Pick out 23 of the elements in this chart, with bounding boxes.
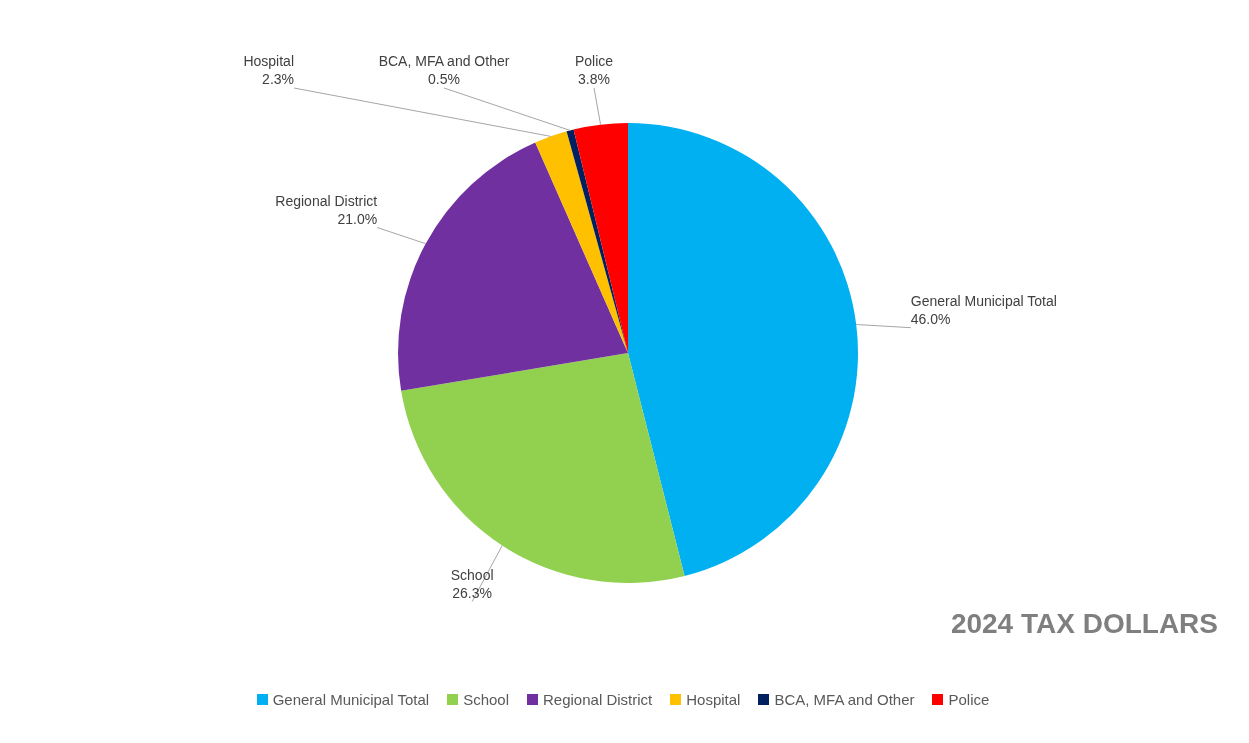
slice-label: General Municipal Total bbox=[910, 292, 1057, 309]
data-label: 3.8% bbox=[578, 71, 610, 87]
pie-slice bbox=[398, 142, 628, 391]
pie-slice bbox=[535, 131, 628, 353]
legend-label: School bbox=[463, 691, 509, 708]
legend-label: Regional District bbox=[543, 691, 653, 708]
legend-label: Police bbox=[948, 691, 990, 708]
legend-label: General Municipal Total bbox=[272, 691, 430, 708]
slice-label: Police bbox=[574, 53, 614, 69]
legend-label: Hospital bbox=[686, 691, 741, 708]
data-label: 0.5% bbox=[428, 71, 460, 87]
text: 2024 TAX DOLLARS bbox=[950, 608, 1218, 640]
data-label: 21.0% bbox=[337, 210, 378, 227]
slice-label: School bbox=[450, 566, 494, 583]
pie-slice bbox=[401, 353, 685, 583]
slice-label: BCA, MFA and Other bbox=[378, 53, 510, 69]
slice-label: Regional District bbox=[275, 192, 378, 209]
pie-slice bbox=[628, 123, 858, 576]
slice-label: Hospital bbox=[243, 53, 295, 69]
data-label: 26.3% bbox=[452, 584, 492, 601]
data-label: 2.3% bbox=[262, 71, 295, 87]
legend-label: BCA, MFA and Other bbox=[774, 691, 915, 708]
data-label: 46.0% bbox=[910, 310, 951, 327]
